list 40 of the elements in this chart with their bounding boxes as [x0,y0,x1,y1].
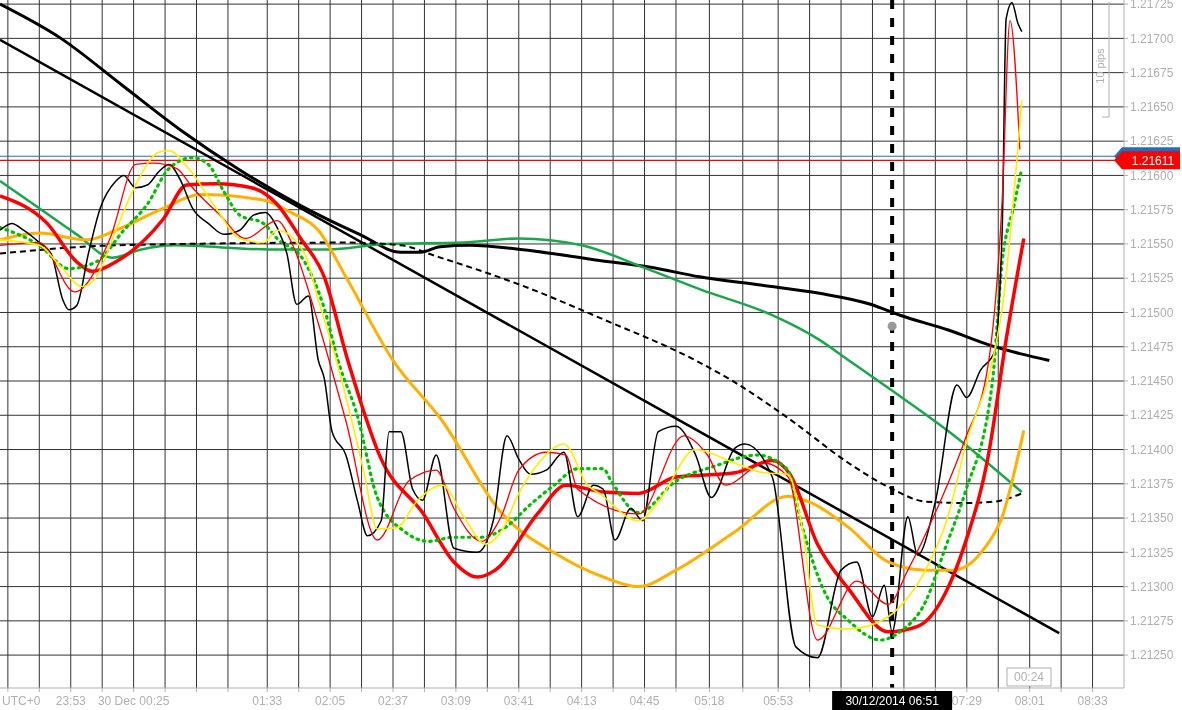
x-tick-label: 08:33 [1077,694,1108,708]
text: UTC+0 [2,694,41,708]
y-tick-label: 1.21600 [1130,168,1174,183]
x-tick-label: 07:29 [951,694,983,708]
y-tick-label: 1.21625 [1130,134,1174,149]
y-tick-label: 1.21700 [1130,31,1174,46]
y-tick-label: 1.21425 [1130,408,1174,423]
y-tick-label: 1.21500 [1130,305,1174,320]
y-tick-label: 1.21525 [1130,271,1174,286]
x-tick-label: 05:53 [763,694,794,708]
y-tick-label: 1.21650 [1130,100,1174,115]
x-tick-label: 02:37 [377,694,409,708]
y-tick-label: 1.21325 [1130,545,1174,560]
annotation: 10 pips [1094,47,1106,84]
y-tick-label: 1.21550 [1130,237,1174,252]
x-tick-label: 02:05 [315,694,346,708]
y-tick-label: 1.21400 [1130,442,1174,457]
y-tick-label: 1.21575 [1130,202,1174,217]
x-tick-label: 08:01 [1014,694,1046,708]
y-tick-label: 1.21475 [1130,339,1174,354]
y-tick-label: 1.21450 [1130,374,1174,389]
ref-line-label: 1.21611 [1131,153,1175,168]
y-tick-label: 1.21250 [1130,648,1174,663]
y-tick-label: 1.21300 [1130,579,1174,594]
x-tick-label: 03:09 [440,694,472,708]
y-tick-label: 1.21375 [1130,476,1174,491]
x-tick-label: 03:41 [503,694,535,708]
y-tick-label: 1.21275 [1130,614,1174,629]
x-tick-label: 01:33 [252,694,283,708]
line-series [0,179,1024,494]
annotation: 00:24 [1013,670,1045,684]
x-tick-label: 05:18 [694,694,725,708]
x-tick-label: 23:53 [55,694,87,708]
x-tick-label: 04:45 [629,694,660,708]
y-tick-label: 1.21675 [1130,65,1174,80]
x-tick-label: 30 Dec 00:25 [97,694,170,708]
y-tick-label: 1.21725 [1130,0,1174,12]
x-tick-label: 04:13 [566,694,597,708]
y-tick-label: 1.21350 [1130,511,1174,526]
ref-line-label: 30/12/2014 06:51 [845,694,940,708]
